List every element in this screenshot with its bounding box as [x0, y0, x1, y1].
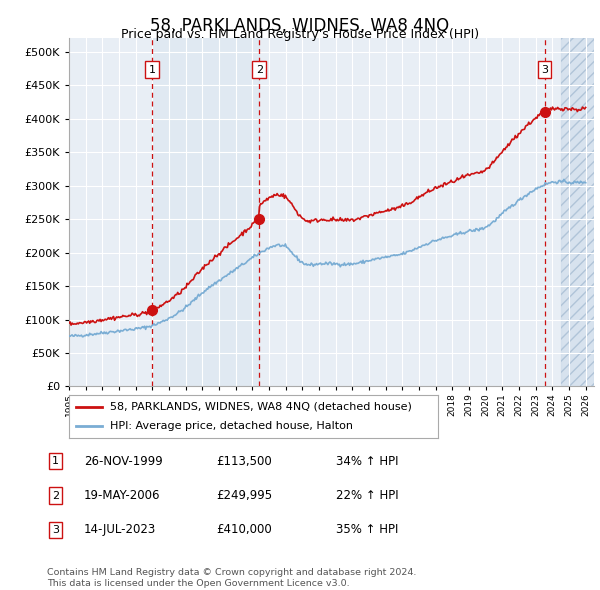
Text: 2: 2: [52, 491, 59, 500]
Bar: [560, 38, 594, 386]
Text: 58, PARKLANDS, WIDNES, WA8 4NQ (detached house): 58, PARKLANDS, WIDNES, WA8 4NQ (detached…: [110, 402, 412, 412]
Text: 34% ↑ HPI: 34% ↑ HPI: [336, 455, 398, 468]
Text: 1: 1: [52, 457, 59, 466]
Text: HPI: Average price, detached house, Halton: HPI: Average price, detached house, Halt…: [110, 421, 353, 431]
Text: 1: 1: [149, 65, 156, 75]
Text: 26-NOV-1999: 26-NOV-1999: [84, 455, 163, 468]
Text: 3: 3: [52, 525, 59, 535]
Text: £113,500: £113,500: [216, 455, 272, 468]
Text: 35% ↑ HPI: 35% ↑ HPI: [336, 523, 398, 536]
Text: 2: 2: [256, 65, 263, 75]
Text: Price paid vs. HM Land Registry's House Price Index (HPI): Price paid vs. HM Land Registry's House …: [121, 28, 479, 41]
Text: 58, PARKLANDS, WIDNES, WA8 4NQ: 58, PARKLANDS, WIDNES, WA8 4NQ: [151, 17, 449, 35]
Text: Contains HM Land Registry data © Crown copyright and database right 2024.
This d: Contains HM Land Registry data © Crown c…: [47, 568, 416, 588]
Text: £410,000: £410,000: [216, 523, 272, 536]
Bar: [152, 38, 259, 386]
Bar: [560, 38, 594, 386]
Text: 22% ↑ HPI: 22% ↑ HPI: [336, 489, 398, 502]
Text: 14-JUL-2023: 14-JUL-2023: [84, 523, 156, 536]
Text: 3: 3: [541, 65, 548, 75]
Text: 19-MAY-2006: 19-MAY-2006: [84, 489, 161, 502]
Text: £249,995: £249,995: [216, 489, 272, 502]
